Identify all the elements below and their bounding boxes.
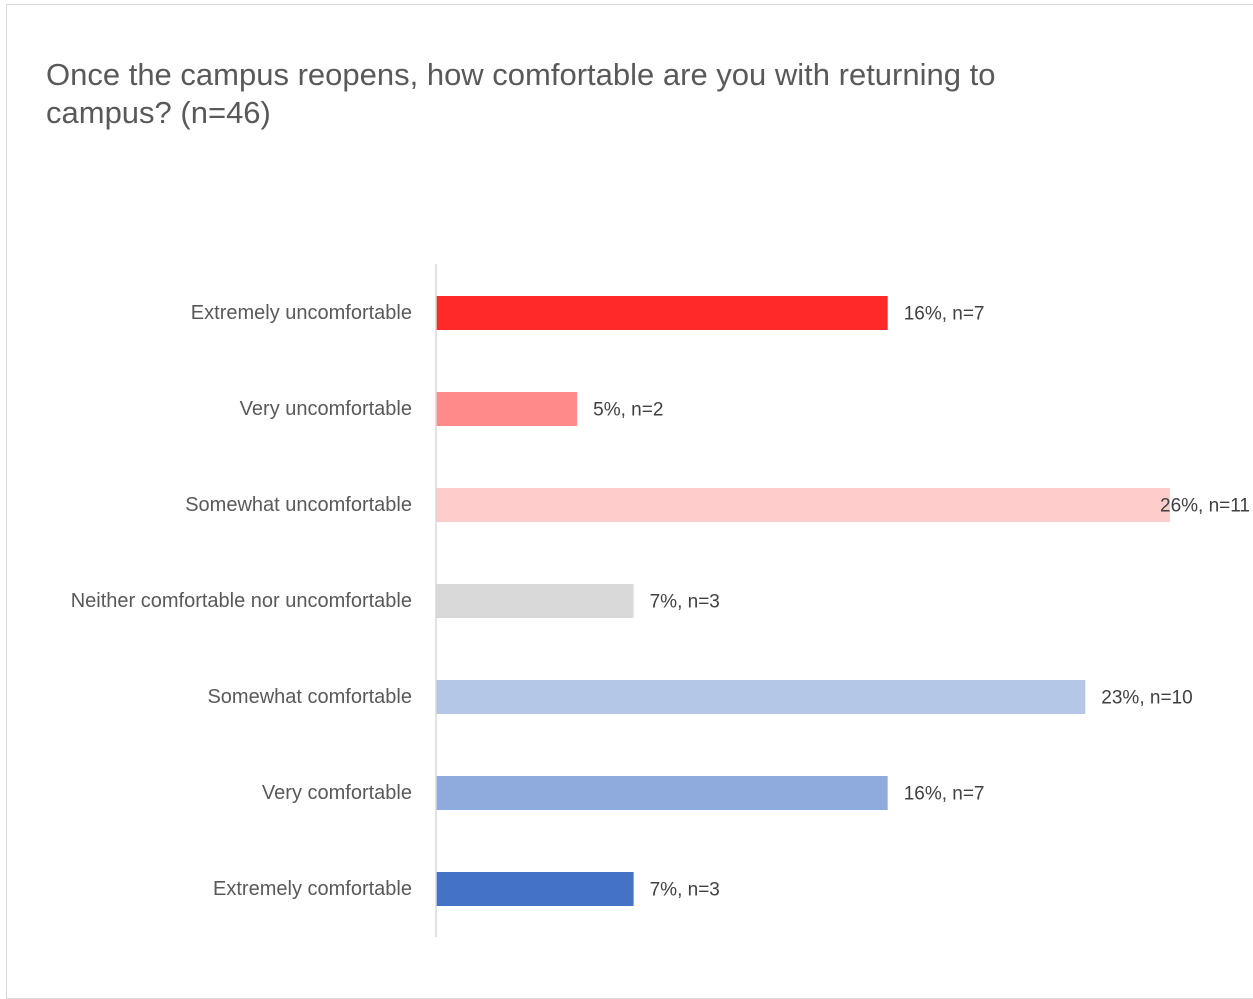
category-label-7: Extremely comfortable: [213, 878, 412, 900]
data-label-5: 23%, n=10: [1101, 688, 1192, 709]
data-label-6: 16%, n=7: [904, 784, 985, 805]
data-label-2: 5%, n=2: [593, 400, 663, 421]
bars-layer: Extremely uncomfortable 16%, n=7 Very unco…: [71, 296, 1250, 906]
bar-5: [436, 680, 1086, 714]
data-label-3: 26%, n=11: [1160, 496, 1250, 517]
chart-title: Once the campus reopens, how comfortable…: [46, 57, 996, 130]
bar-6: [436, 776, 888, 810]
bar-4: [436, 584, 634, 618]
category-label-6: Very comfortable: [262, 782, 412, 804]
bar-7: [436, 872, 634, 906]
category-label-4: Neither comfortable nor uncomfortable: [71, 590, 412, 612]
category-label-5: Somewhat comfortable: [207, 686, 412, 708]
data-label-4: 7%, n=3: [650, 592, 720, 613]
category-label-2: Very uncomfortable: [240, 398, 412, 420]
category-label-3: Somewhat uncomfortable: [185, 494, 412, 516]
bar-3: [436, 488, 1170, 522]
bar-2: [436, 392, 578, 426]
data-label-7: 7%, n=3: [650, 880, 720, 901]
category-label-1: Extremely uncomfortable: [191, 302, 412, 324]
bar-1: [436, 296, 888, 330]
data-label-1: 16%, n=7: [904, 304, 985, 325]
